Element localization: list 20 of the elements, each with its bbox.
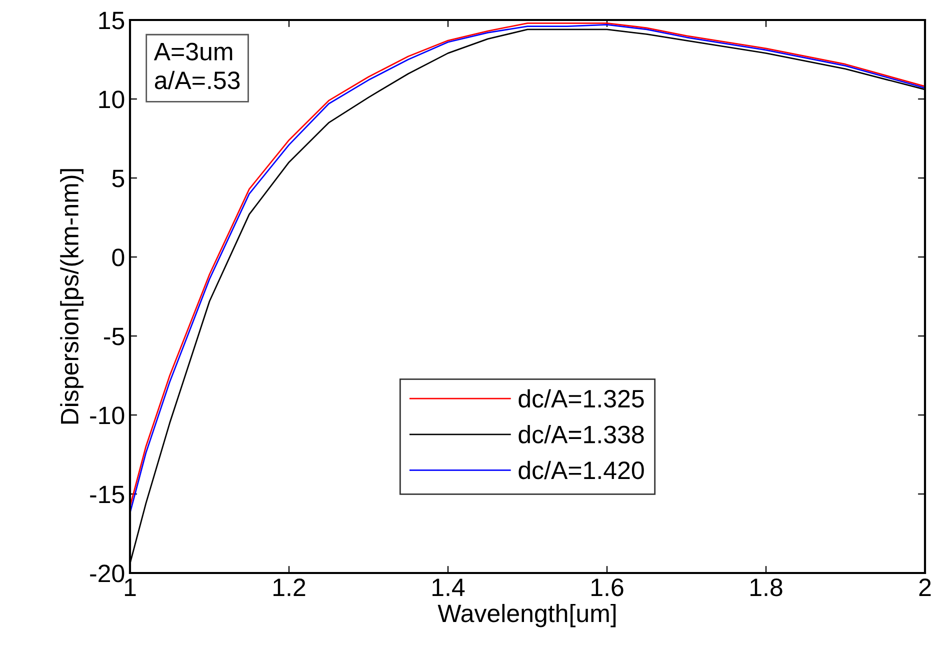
- y-axis-title: Dispersion[ps/(km-nm)]: [60, 169, 84, 424]
- y-tick-label: 5: [112, 170, 124, 188]
- y-tick-label: -20: [90, 564, 124, 582]
- y-tick-label: 10: [99, 90, 124, 108]
- y-tick-label: 0: [112, 248, 124, 266]
- legend-label: dc/A=1.338: [518, 425, 644, 444]
- y-tick-label: -15: [90, 486, 124, 504]
- x-tick-label: 1: [124, 578, 136, 596]
- x-axis-title: Wavelength[um]: [438, 604, 616, 628]
- x-tick-label: 2: [919, 578, 931, 596]
- annotation: A=3um a/A=.53: [154, 42, 240, 90]
- x-tick-label: 1.2: [274, 578, 306, 596]
- y-tick-label: -5: [104, 328, 124, 346]
- y-tick-label: 15: [99, 12, 124, 30]
- y-tick-label: -10: [90, 406, 124, 424]
- legend-label: dc/A=1.325: [518, 389, 644, 408]
- x-tick-label: 1.4: [432, 578, 465, 596]
- legend-label: dc/A=1.420: [518, 460, 644, 480]
- x-tick-label: 1.8: [750, 578, 782, 596]
- x-tick-label: 1.6: [592, 578, 624, 596]
